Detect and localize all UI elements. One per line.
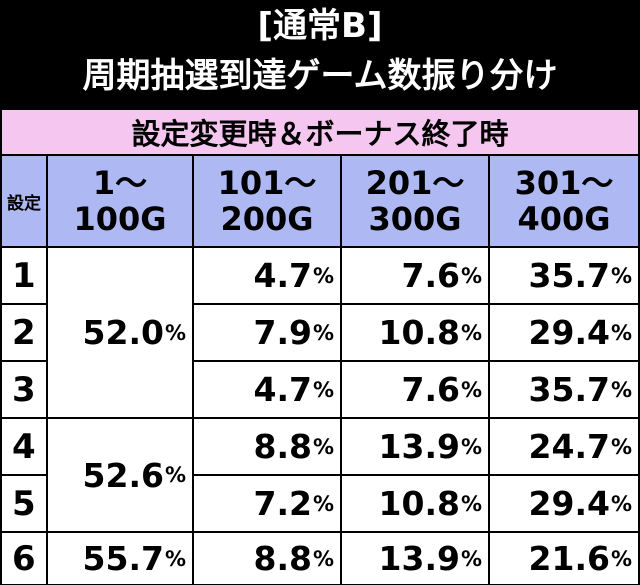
percent-unit: %	[610, 546, 632, 571]
table-cell: 4.7%	[194, 248, 340, 303]
cell-value: 52.6	[82, 455, 164, 495]
table-cell: 7.9%	[194, 305, 340, 360]
percent-unit: %	[610, 320, 632, 345]
percent-unit: %	[312, 546, 334, 571]
setting-label-3: 3	[2, 362, 46, 417]
cell-value: 52.0	[82, 313, 164, 352]
merged-cell-setting-6: 55.7%	[48, 533, 192, 584]
cell-value: 21.6	[528, 539, 610, 578]
table-cell: 24.7%	[490, 419, 638, 474]
percent-unit: %	[312, 320, 334, 345]
column-header-line2: 400G	[517, 200, 611, 238]
percent-unit: %	[312, 491, 334, 516]
setting-label-5: 5	[2, 476, 46, 531]
setting-header: 設定	[2, 156, 46, 246]
page-title: [通常B]	[257, 6, 383, 46]
page-subtitle: 周期抽選到達ゲーム数振り分け	[82, 56, 558, 96]
table-cell: 29.4%	[490, 305, 638, 360]
table-cell: 8.8%	[194, 419, 340, 474]
cell-value: 4.7	[253, 370, 312, 409]
cell-value: 8.8	[253, 427, 312, 466]
cell-value: 29.4	[528, 313, 610, 352]
column-header-301-400: 301〜 400G	[490, 156, 638, 246]
percent-unit: %	[164, 320, 186, 345]
merged-cell-settings-4-5: 52.6%	[48, 419, 192, 531]
percent-unit: %	[164, 546, 186, 571]
column-header-line1: 101〜	[217, 164, 317, 202]
cell-value: 13.9	[378, 539, 460, 578]
column-header-line1: 201〜	[365, 164, 465, 202]
table-cell: 21.6%	[490, 533, 638, 584]
cell-value: 29.4	[528, 484, 610, 523]
table-cell: 10.8%	[342, 476, 488, 531]
percent-unit: %	[610, 377, 632, 402]
cell-value: 7.6	[401, 256, 460, 295]
column-header-line1: 1〜	[92, 164, 148, 202]
percent-unit: %	[460, 320, 482, 345]
table-cell: 7.6%	[342, 362, 488, 417]
column-header-1-100: 1〜 100G	[48, 156, 192, 246]
setting-label-6: 6	[2, 533, 46, 584]
table-cell: 8.8%	[194, 533, 340, 584]
percent-unit: %	[312, 434, 334, 459]
table-cell: 29.4%	[490, 476, 638, 531]
setting-label-4: 4	[2, 419, 46, 474]
page-header: [通常B] 周期抽選到達ゲーム数振り分け	[0, 0, 640, 108]
cell-value: 24.7	[528, 427, 610, 466]
cell-value: 7.2	[253, 484, 312, 523]
cell-value: 55.7	[82, 539, 164, 578]
column-header-line1: 301〜	[514, 164, 614, 202]
percent-unit: %	[460, 491, 482, 516]
cell-value: 7.9	[253, 313, 312, 352]
table-cell: 13.9%	[342, 533, 488, 584]
percent-unit: %	[460, 377, 482, 402]
table-cell: 35.7%	[490, 248, 638, 303]
cell-value: 35.7	[528, 256, 610, 295]
cell-value: 10.8	[378, 313, 460, 352]
percent-unit: %	[610, 263, 632, 288]
table-cell: 4.7%	[194, 362, 340, 417]
distribution-table: 設定変更時＆ボーナス終了時 設定 1〜 100G 101〜 200G 201〜 …	[2, 110, 638, 584]
column-header-201-300: 201〜 300G	[342, 156, 488, 246]
cell-value: 13.9	[378, 427, 460, 466]
merged-cell-settings-1-3: 52.0%	[48, 248, 192, 417]
cell-value: 7.6	[401, 370, 460, 409]
table-cell: 7.6%	[342, 248, 488, 303]
cell-value: 35.7	[528, 370, 610, 409]
percent-unit: %	[460, 546, 482, 571]
section-label: 設定変更時＆ボーナス終了時	[2, 110, 638, 154]
table-cell: 35.7%	[490, 362, 638, 417]
percent-unit: %	[460, 263, 482, 288]
table-cell: 7.2%	[194, 476, 340, 531]
column-header-101-200: 101〜 200G	[194, 156, 340, 246]
percent-unit: %	[610, 491, 632, 516]
table-cell: 10.8%	[342, 305, 488, 360]
percent-unit: %	[164, 463, 186, 487]
percent-unit: %	[610, 434, 632, 459]
column-header-line2: 300G	[368, 200, 462, 238]
setting-label-2: 2	[2, 305, 46, 360]
column-header-line2: 200G	[220, 200, 314, 238]
percent-unit: %	[312, 377, 334, 402]
cell-value: 10.8	[378, 484, 460, 523]
column-header-line2: 100G	[73, 200, 167, 238]
percent-unit: %	[460, 434, 482, 459]
percent-unit: %	[312, 263, 334, 288]
cell-value: 4.7	[253, 256, 312, 295]
table-cell: 13.9%	[342, 419, 488, 474]
cell-value: 8.8	[253, 539, 312, 578]
setting-label-1: 1	[2, 248, 46, 303]
